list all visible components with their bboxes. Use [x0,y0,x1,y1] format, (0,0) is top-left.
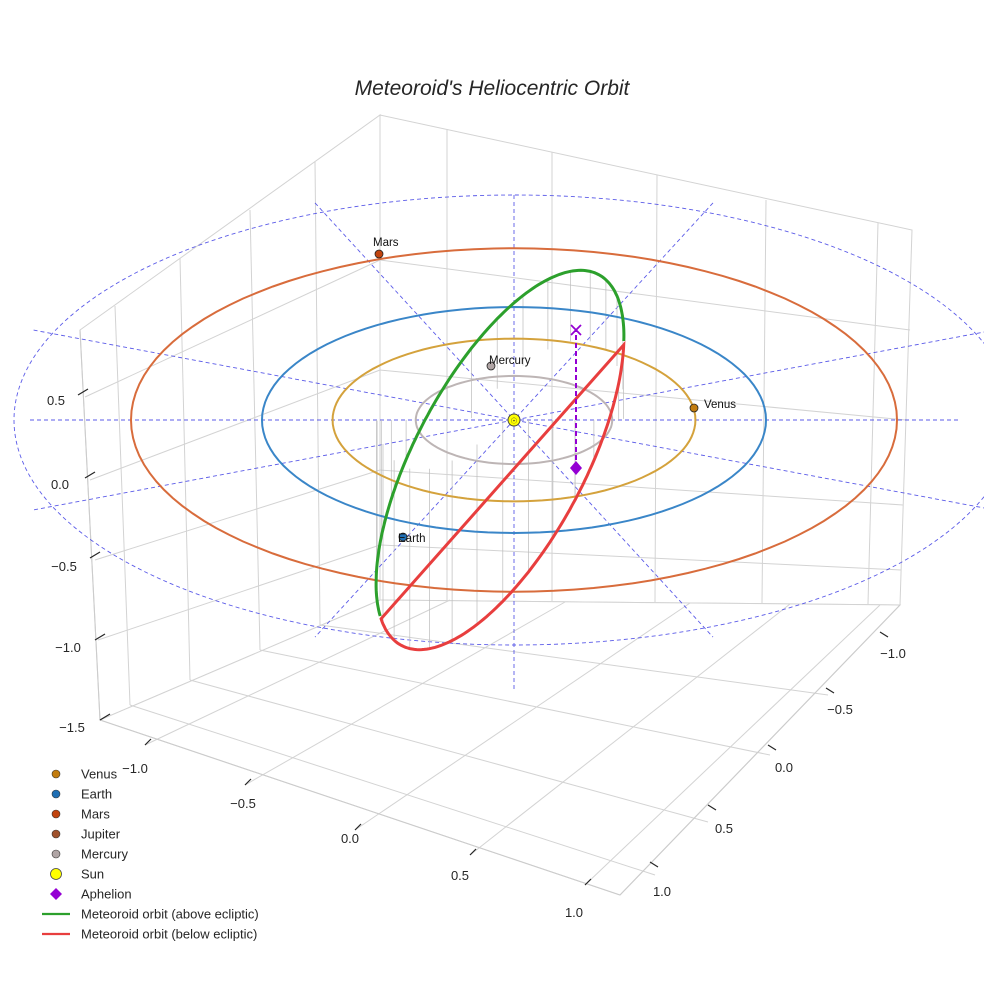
legend-label: Meteoroid orbit (above ecliptic) [81,907,259,922]
legend-label: Meteoroid orbit (below ecliptic) [81,927,257,942]
legend-entry: Meteoroid orbit (below ecliptic) [42,927,257,942]
planet-orbits [129,247,899,593]
y-tick-label: 1.0 [653,884,671,899]
ecliptic-axis-line [33,329,984,509]
legend-swatch [51,789,61,799]
y-tick-label: −1.0 [880,646,906,661]
venus-label: Venus [704,399,736,411]
mars-label: Mars [373,237,399,249]
x-axis-line [99,719,621,896]
y-tick-label: 0.5 [715,821,733,836]
z-tick-label: 0.5 [47,393,65,408]
venus-orbit [331,337,697,503]
aphelion-marker [570,461,582,475]
y-tick-mark [825,687,835,694]
legend-entry: Jupiter [51,827,121,842]
y-tick-label: 0.0 [775,760,793,775]
y-tick-mark [767,744,777,751]
y-tick-mark [879,631,889,638]
z-tick-label: −1.5 [59,720,85,735]
y-axis-line [619,604,901,896]
y-tick-label: −0.5 [827,702,853,717]
x-tick-label: 1.0 [565,905,583,920]
legend-label: Jupiter [81,827,121,842]
legend-swatch [51,809,61,819]
meteoroid-orbit-below [379,340,626,652]
x-tick-mark [584,878,592,886]
chart-title: Meteoroid's Heliocentric Orbit [355,77,631,100]
ecliptic-axis-line [33,331,984,511]
legend-label: Sun [81,867,104,882]
x-tick-mark [244,778,252,786]
mars-marker [374,249,384,259]
legend-entry: Aphelion [50,887,132,902]
venus-marker [689,403,699,413]
mercury-marker [486,361,496,371]
x-tick-label: −0.5 [230,796,256,811]
legend-label: Venus [81,767,118,782]
z-tick-label: 0.0 [51,477,69,492]
bodies: Venus Earth Mars Mercury ☉ [373,237,736,545]
axis-lines [79,329,901,896]
legend-entry: Earth [51,787,112,802]
z-tick-mark [77,388,89,396]
mercury-orbit [414,374,614,466]
legend-label: Mercury [81,847,128,862]
legend-entry: Mercury [51,847,128,862]
legend-swatch [51,769,61,779]
x-tick-label: 0.5 [451,868,469,883]
earth-orbit [260,305,768,535]
x-tick-label: 0.0 [341,831,359,846]
legend-entry: Mars [51,807,110,822]
z-tick-label: −1.0 [55,640,81,655]
legend-swatch [50,868,62,880]
legend-label: Aphelion [81,887,132,902]
z-tick-mark [84,471,96,479]
earth-label: Earth [398,533,426,545]
x-tick-mark [354,823,362,831]
legend-swatch [50,888,62,900]
z-tick-mark [89,551,101,559]
sun-marker [507,413,521,427]
legend-swatch [51,849,61,859]
z-tick-label: −0.5 [51,559,77,574]
legend-label: Earth [81,787,112,802]
z-tick-mark [99,713,111,721]
z-tick-mark [94,633,106,641]
x-tick-mark [469,848,477,856]
axis-panes [79,114,913,896]
z-axis-line [79,329,101,721]
y-tick-mark [649,861,659,868]
meteoroid-orbit [374,268,626,652]
legend-label: Mars [81,807,110,822]
x-tick-mark [144,738,152,746]
x-tick-label: −1.0 [122,761,148,776]
legend-swatch [51,829,61,839]
meteoroid-orbit-above [374,268,626,617]
legend: Venus Earth Mars Jupiter Mercury Sun Aphelion M… [42,767,259,942]
mercury-label: Mercury [489,355,531,367]
sun-symbol: ☉ [510,417,517,426]
earth-marker [398,532,408,542]
aphelion-projection-marker [570,324,582,336]
legend-entry: Meteoroid orbit (above ecliptic) [42,907,259,922]
legend-entry: Venus [51,767,118,782]
tick-marks [77,388,889,886]
legend-entry: Sun [50,867,104,882]
tick-labels: −1.0 −0.5 0.0 0.5 1.0 −1.0 −0.5 0.0 0.5 1.0 0.5 0.0… [47,393,906,920]
y-tick-mark [707,804,717,811]
mars-orbit [129,247,899,593]
